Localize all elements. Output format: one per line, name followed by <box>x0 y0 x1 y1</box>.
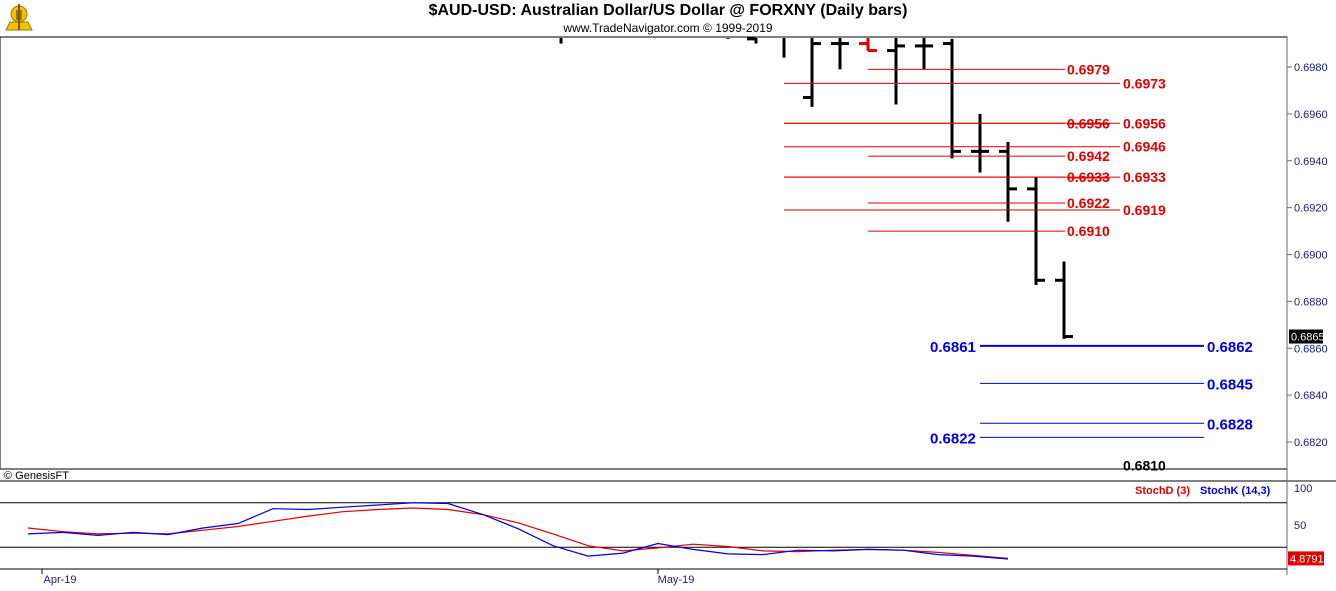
stoch-last-box <box>1288 551 1324 566</box>
price-tick-label: 0.6980 <box>1294 62 1328 74</box>
level-label: 0.6933 <box>1123 169 1166 185</box>
price-tick-label: 0.6860 <box>1294 343 1328 355</box>
price-tick-label: 0.6940 <box>1294 156 1328 168</box>
stochastic-panel: 100 50 StochD (3) StochK (14,3) 4.8791 <box>0 483 1324 566</box>
level-label: 0.6828 <box>1207 416 1253 433</box>
legend-stochd: StochD (3) <box>1135 485 1190 497</box>
chart-subtitle: www.TradeNavigator.com © 1999-2019 <box>563 21 773 35</box>
chart-frame <box>0 36 1336 575</box>
price-bars <box>559 37 1073 339</box>
last-price-label: 0.6865 <box>1291 332 1325 344</box>
level-label: 0.6845 <box>1207 376 1253 393</box>
date-axis: Apr-19 May-19 <box>41 569 695 586</box>
level-label: 0.6861 <box>930 339 976 356</box>
level-label: 0.6822 <box>930 430 976 447</box>
price-tick-label: 0.6960 <box>1294 109 1328 121</box>
date-tick-label: May-19 <box>658 574 695 586</box>
legend-stochk: StochK (14,3) <box>1200 485 1271 497</box>
level-label: 0.6810 <box>1123 457 1166 473</box>
level-label: 0.6973 <box>1123 75 1166 91</box>
date-tick-label: Apr-19 <box>43 574 76 586</box>
last-price-box <box>1289 329 1323 344</box>
price-tick-label: 0.6920 <box>1294 203 1328 215</box>
price-tick-label: 0.6880 <box>1294 296 1328 308</box>
price-tick-label: 0.6820 <box>1294 437 1328 449</box>
level-label: 0.6942 <box>1067 148 1110 164</box>
trade-navigator-logo <box>5 4 33 31</box>
stoch-last-label: 4.8791 <box>1290 553 1324 565</box>
stoch-tick-label: 50 <box>1294 520 1306 532</box>
price-axis: 0.6980 0.6960 0.6940 0.6920 0.6900 0.6880 0.68… <box>1287 62 1328 449</box>
stochk-series-line <box>27 502 1009 560</box>
level-label: 0.6946 <box>1123 139 1166 155</box>
level-label: 0.6979 <box>1067 61 1110 77</box>
price-tick-label: 0.6840 <box>1294 390 1328 402</box>
level-label: 0.6956 <box>1123 115 1166 131</box>
stoch-tick-label: 100 <box>1294 483 1312 495</box>
level-label: 0.6919 <box>1123 202 1166 218</box>
level-label: 0.6862 <box>1207 339 1253 356</box>
level-label: 0.6910 <box>1067 223 1110 239</box>
copyright-label: © GenesisFT <box>4 470 69 482</box>
chart-title: $AUD-USD: Australian Dollar/US Dollar @ … <box>428 2 908 19</box>
level-label: 0.6922 <box>1067 195 1110 211</box>
price-tick-label: 0.6900 <box>1294 250 1328 262</box>
